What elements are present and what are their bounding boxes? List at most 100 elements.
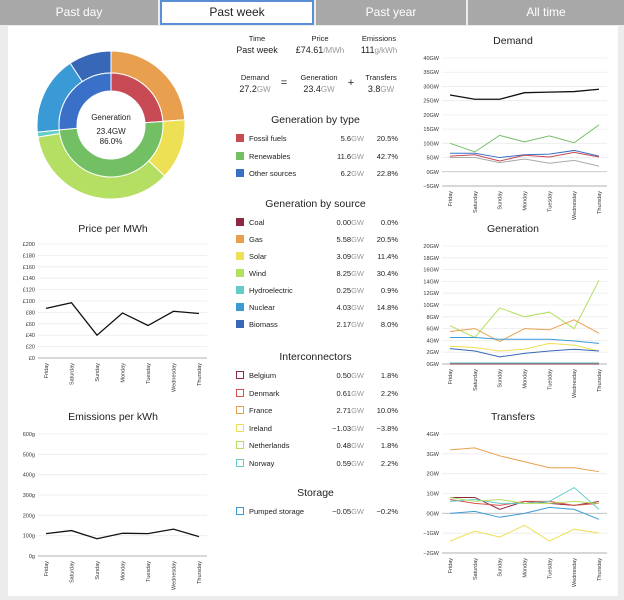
legend-swatch — [236, 406, 244, 414]
row-label: Gas — [249, 235, 263, 244]
series-line-0 — [449, 447, 600, 473]
generation-chart: 0GW 2GW 4GW 6GW 8GW 10GW 12GW 14GW 16GW 18GW 20GW F… — [423, 244, 607, 398]
row-label: Pumped storage — [249, 507, 305, 516]
y-tick-label: 14GW — [423, 279, 439, 285]
x-tick-label: Tuesday — [146, 363, 152, 384]
y-tick-label: −2GW — [423, 551, 440, 557]
row-value: 5.6GW — [340, 134, 364, 143]
x-tick-label: Thursday — [597, 369, 603, 392]
y-tick-label: 6GW — [426, 327, 439, 333]
row-percent: 11.4% — [377, 252, 398, 261]
table-row: Other sources 6.2GW 22.8% — [236, 167, 398, 181]
legend-swatch — [236, 252, 244, 260]
generation-chart-title: Generation — [487, 223, 539, 235]
x-tick-label: Monday — [523, 369, 529, 389]
series-line-2 — [450, 149, 600, 159]
table-row: France 2.71GW 10.0% — [236, 404, 398, 418]
legend-swatch — [236, 218, 244, 226]
x-tick-label: Wednesday — [572, 558, 578, 587]
gen-by-type-title: Generation by type — [271, 114, 360, 126]
legend-swatch — [236, 269, 244, 277]
series-line-1 — [449, 319, 600, 343]
series-line-3 — [449, 151, 600, 162]
interconnectors-title: Interconnectors — [279, 351, 352, 363]
row-value: 2.71GW — [336, 406, 364, 415]
row-label: Coal — [249, 218, 265, 227]
x-tick-label: Friday — [44, 363, 50, 379]
y-tick-label: £60 — [26, 322, 35, 328]
x-tick-label: Monday — [523, 558, 529, 578]
row-percent: 0.0% — [380, 218, 398, 227]
table-row: Solar 3.09GW 11.4% — [236, 250, 398, 264]
row-value: 0.00GW — [336, 218, 364, 227]
legend-swatch — [236, 286, 244, 294]
tab-all-time[interactable]: All time — [468, 0, 624, 25]
row-value: 0.61GW — [336, 388, 364, 398]
row-value: −0.05GW — [332, 507, 364, 516]
row-percent: 20.5% — [376, 134, 398, 143]
y-tick-label: £100 — [23, 299, 35, 305]
y-tick-label: 10GW — [423, 141, 439, 147]
emissions-chart-title: Emissions per kWh — [68, 411, 158, 423]
time-label: Time — [248, 34, 266, 43]
legend-swatch — [236, 371, 244, 379]
y-tick-label: 0GW — [426, 170, 439, 176]
series-line-4 — [450, 157, 600, 167]
series-line-3 — [449, 486, 600, 510]
row-percent: 8.0% — [380, 320, 398, 329]
y-tick-label: 10GW — [423, 303, 439, 309]
y-tick-label: £80 — [26, 310, 35, 316]
row-label: Hydroelectric — [249, 286, 293, 295]
demand-value: 27.2GW — [239, 84, 271, 94]
x-tick-label: Saturday — [473, 558, 479, 580]
x-tick-label: Sunday — [95, 561, 101, 580]
legend-swatch — [236, 507, 244, 515]
x-tick-label: Sunday — [498, 191, 504, 210]
y-tick-label: 8GW — [426, 315, 439, 321]
gen-by-source-title: Generation by source — [265, 198, 366, 210]
emissions-label: Emissions — [361, 34, 397, 43]
row-label: Norway — [249, 458, 275, 468]
row-label: Ireland — [249, 423, 272, 433]
y-tick-label: £40 — [26, 333, 35, 339]
generation-value: 23.4GW — [303, 84, 335, 94]
price-chart: £0 £20 £40 £60 £80 £100 £120 £140 £160 £180 £200 Fr… — [23, 242, 207, 392]
table-row: Renewables 11.6GW 42.7% — [236, 150, 398, 164]
row-value: 6.2GW — [340, 169, 364, 178]
row-label: Wind — [249, 269, 267, 278]
price-label: Price — [311, 34, 329, 43]
row-label: Denmark — [249, 388, 280, 398]
emissions-value: 111g/kWh — [360, 45, 398, 55]
y-tick-label: £160 — [23, 265, 35, 271]
y-tick-label: £200 — [23, 242, 35, 248]
donut-center-title: Generation — [91, 113, 131, 122]
row-label: Biomass — [249, 320, 278, 329]
row-percent: 22.8% — [376, 169, 398, 178]
x-tick-label: Thursday — [197, 561, 203, 584]
row-value: 0.50GW — [336, 371, 364, 380]
legend-swatch — [236, 388, 244, 397]
row-percent: 30.4% — [376, 269, 398, 278]
plus-sign: + — [347, 77, 355, 89]
table-row: Fossil fuels 5.6GW 20.5% — [236, 132, 398, 146]
y-tick-label: 100g — [23, 534, 35, 540]
series-line-2 — [449, 498, 600, 506]
row-percent: 2.2% — [380, 388, 398, 398]
y-tick-label: 300g — [23, 493, 35, 499]
tab-past-year[interactable]: Past year — [316, 0, 466, 25]
legend-swatch — [236, 441, 244, 449]
y-tick-label: £20 — [26, 345, 35, 351]
price-chart-title: Price per MWh — [78, 223, 148, 235]
x-tick-label: Tuesday — [547, 191, 553, 212]
row-value: 11.6GW — [337, 151, 364, 161]
y-tick-label: 2GW — [426, 350, 439, 356]
tab-past-day[interactable]: Past day — [0, 0, 158, 25]
x-tick-label: Saturday — [70, 363, 76, 385]
summary: Time Past week Price £74.61/MWh Emission… — [223, 34, 408, 104]
table-row: Hydroelectric 0.25GW 0.9% — [236, 284, 398, 298]
tab-past-week[interactable]: Past week — [160, 0, 314, 25]
row-percent: 1.8% — [380, 441, 398, 450]
series-line-0 — [449, 88, 600, 100]
legend-swatch — [236, 151, 244, 160]
y-tick-label: 0g — [29, 554, 35, 560]
